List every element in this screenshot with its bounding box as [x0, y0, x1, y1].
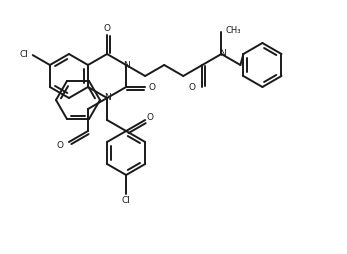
- Text: O: O: [57, 140, 64, 150]
- Text: O: O: [188, 84, 195, 92]
- Text: O: O: [103, 24, 111, 33]
- Text: N: N: [104, 93, 110, 103]
- Text: O: O: [147, 113, 154, 121]
- Text: O: O: [148, 83, 155, 91]
- Text: CH₃: CH₃: [225, 26, 241, 35]
- Text: N: N: [219, 49, 226, 57]
- Text: Cl: Cl: [20, 50, 29, 59]
- Text: N: N: [123, 60, 129, 70]
- Text: Cl: Cl: [122, 196, 130, 205]
